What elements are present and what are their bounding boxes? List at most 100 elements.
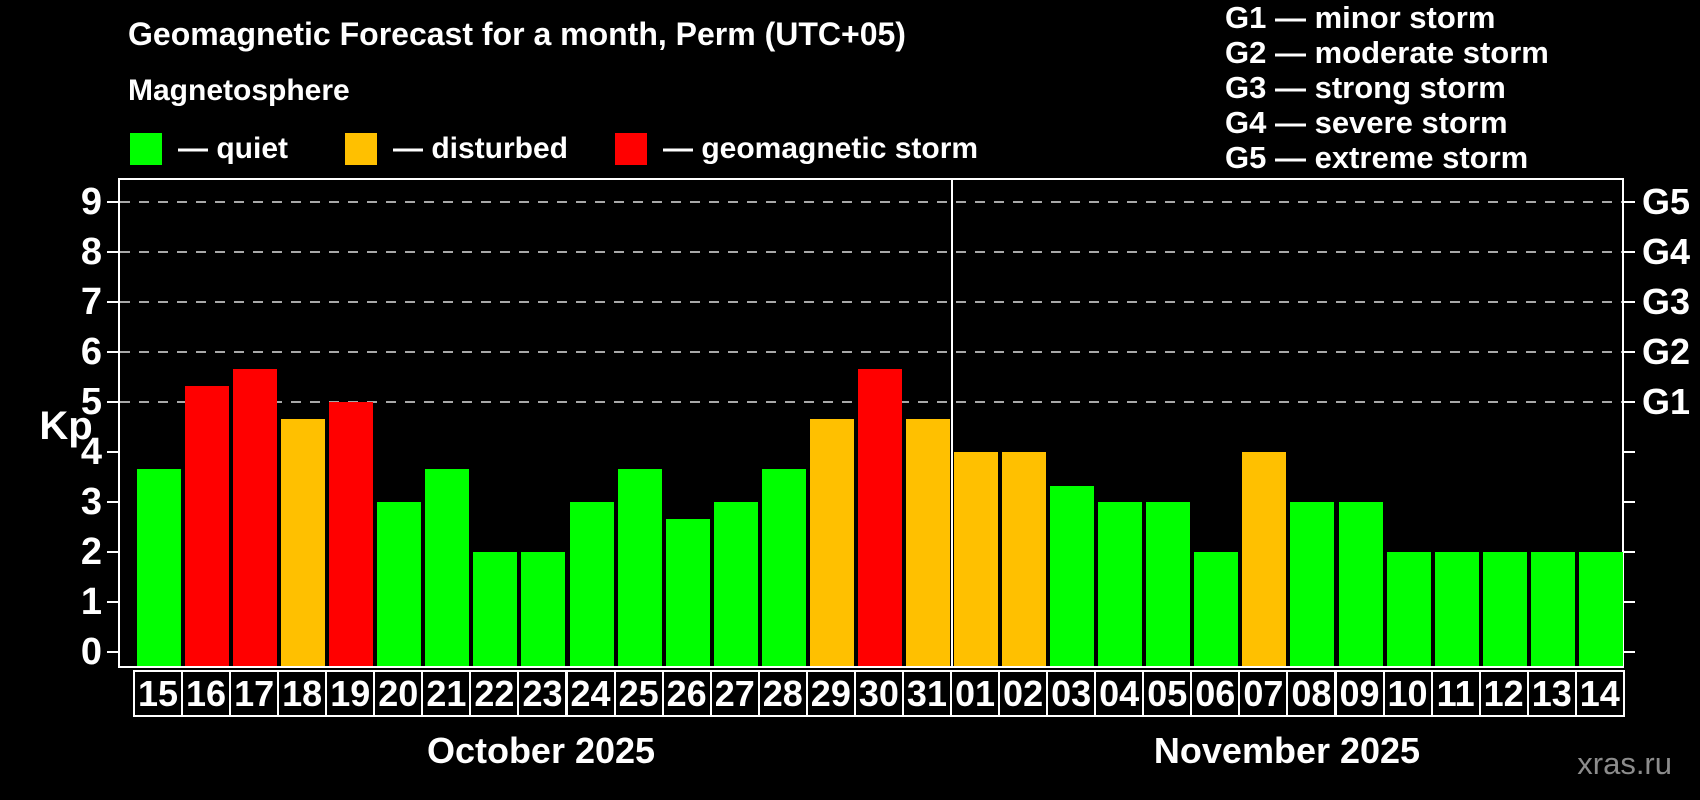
axis-tick bbox=[1624, 651, 1635, 653]
kp-bar bbox=[1386, 552, 1431, 666]
date-cell: 27 bbox=[709, 670, 760, 717]
gridline bbox=[120, 351, 1622, 353]
kp-bar bbox=[1290, 502, 1335, 666]
axis-tick bbox=[107, 251, 118, 253]
axis-tick bbox=[107, 401, 118, 403]
kp-bar bbox=[665, 518, 710, 666]
gridline bbox=[120, 301, 1622, 303]
date-cell: 29 bbox=[805, 670, 856, 717]
legend-item-quiet: — quiet bbox=[130, 132, 288, 166]
date-cell: 28 bbox=[757, 670, 808, 717]
date-cell: 13 bbox=[1526, 670, 1577, 717]
date-cell: 22 bbox=[469, 670, 520, 717]
kp-bar bbox=[1578, 552, 1623, 666]
date-cell: 03 bbox=[1046, 670, 1097, 717]
axis-tick bbox=[1624, 251, 1635, 253]
kp-bar bbox=[377, 502, 422, 666]
kp-bar bbox=[1194, 552, 1239, 666]
kp-bar bbox=[425, 468, 470, 666]
g-legend-item-g5: G5 — extreme storm bbox=[1225, 140, 1529, 175]
axis-tick bbox=[107, 351, 118, 353]
date-cell: 19 bbox=[325, 670, 376, 717]
date-cell: 05 bbox=[1142, 670, 1193, 717]
y-axis-tick-label: 5 bbox=[80, 381, 102, 423]
axis-tick bbox=[107, 551, 118, 553]
kp-bar bbox=[713, 502, 758, 666]
y-axis-tick-label: 6 bbox=[80, 331, 102, 373]
y-axis-tick-label: 9 bbox=[80, 181, 102, 223]
date-cell: 20 bbox=[373, 670, 424, 717]
legend-label-storm: — geomagnetic storm bbox=[663, 132, 979, 165]
kp-bar bbox=[1530, 552, 1575, 666]
kp-bar bbox=[1338, 502, 1383, 666]
g-axis-label: G3 bbox=[1642, 281, 1691, 322]
kp-bar bbox=[233, 368, 278, 666]
axis-tick bbox=[107, 601, 118, 603]
axis-tick bbox=[1624, 501, 1635, 503]
axis-tick bbox=[1624, 601, 1635, 603]
kp-bar bbox=[281, 418, 326, 666]
watermark: xras.ru bbox=[1577, 746, 1672, 781]
date-cell: 17 bbox=[229, 670, 280, 717]
legend-label-quiet: — quiet bbox=[178, 132, 288, 165]
g-legend-item-g4: G4 — severe storm bbox=[1225, 105, 1508, 140]
kp-bar bbox=[185, 385, 230, 666]
date-cell: 06 bbox=[1190, 670, 1241, 717]
kp-bar bbox=[1146, 502, 1191, 666]
kp-bar bbox=[809, 418, 854, 666]
legend-label-disturbed: — disturbed bbox=[393, 132, 569, 165]
date-cell: 16 bbox=[181, 670, 232, 717]
g-legend-item-g1: G1 — minor storm bbox=[1225, 0, 1496, 35]
chart-subtitle: Magnetosphere bbox=[128, 74, 350, 107]
g-axis-label: G4 bbox=[1642, 231, 1691, 272]
date-cell: 26 bbox=[661, 670, 712, 717]
gridline bbox=[120, 201, 1622, 203]
g-legend-item-g3: G3 — strong storm bbox=[1225, 70, 1506, 105]
kp-bar bbox=[473, 552, 518, 666]
date-cell: 01 bbox=[950, 670, 1001, 717]
date-cell: 10 bbox=[1382, 670, 1433, 717]
date-cell: 14 bbox=[1574, 670, 1625, 717]
quiet-swatch-icon bbox=[130, 133, 162, 165]
date-cell: 15 bbox=[133, 670, 183, 717]
kp-bar bbox=[521, 552, 566, 666]
kp-bar bbox=[1482, 552, 1527, 666]
axis-tick bbox=[107, 301, 118, 303]
y-axis-tick-label: 2 bbox=[80, 531, 102, 573]
g-scale-legend: G1 — minor storm G2 — moderate storm G3 … bbox=[1225, 0, 1549, 175]
date-cell: 07 bbox=[1238, 670, 1289, 717]
kp-bar bbox=[569, 502, 614, 666]
g-axis-label: G5 bbox=[1642, 181, 1691, 222]
date-cell: 04 bbox=[1094, 670, 1145, 717]
kp-bar bbox=[617, 468, 662, 666]
y-axis-title: Kp bbox=[39, 404, 93, 448]
date-cell: 08 bbox=[1286, 670, 1337, 717]
axis-tick bbox=[1624, 551, 1635, 553]
storm-swatch-icon bbox=[615, 133, 647, 165]
kp-bar bbox=[1434, 552, 1479, 666]
legend-item-disturbed: — disturbed bbox=[345, 132, 568, 166]
date-cell: 21 bbox=[421, 670, 472, 717]
gridline bbox=[120, 251, 1622, 253]
date-cell: 23 bbox=[517, 670, 568, 717]
date-cell: 18 bbox=[277, 670, 328, 717]
date-cell: 25 bbox=[613, 670, 664, 717]
kp-bar bbox=[137, 468, 181, 666]
month-label-november: November 2025 bbox=[1153, 730, 1421, 771]
g-axis-label: G1 bbox=[1642, 381, 1691, 422]
month-label-october: October 2025 bbox=[426, 730, 656, 771]
disturbed-swatch-icon bbox=[345, 133, 377, 165]
kp-bar bbox=[329, 402, 374, 666]
y-axis-tick-label: 7 bbox=[80, 281, 102, 323]
y-axis-tick-label: 1 bbox=[80, 581, 102, 623]
kp-bar bbox=[954, 452, 999, 666]
date-cell: 02 bbox=[998, 670, 1049, 717]
date-cell: 12 bbox=[1478, 670, 1529, 717]
y-axis-tick-label: 3 bbox=[80, 481, 102, 523]
axis-tick bbox=[1624, 401, 1635, 403]
axis-tick bbox=[1624, 451, 1635, 453]
kp-bar bbox=[1242, 452, 1287, 666]
month-separator-line bbox=[951, 180, 954, 666]
y-axis-tick-label: 0 bbox=[80, 631, 102, 673]
kp-bar bbox=[1098, 502, 1143, 666]
